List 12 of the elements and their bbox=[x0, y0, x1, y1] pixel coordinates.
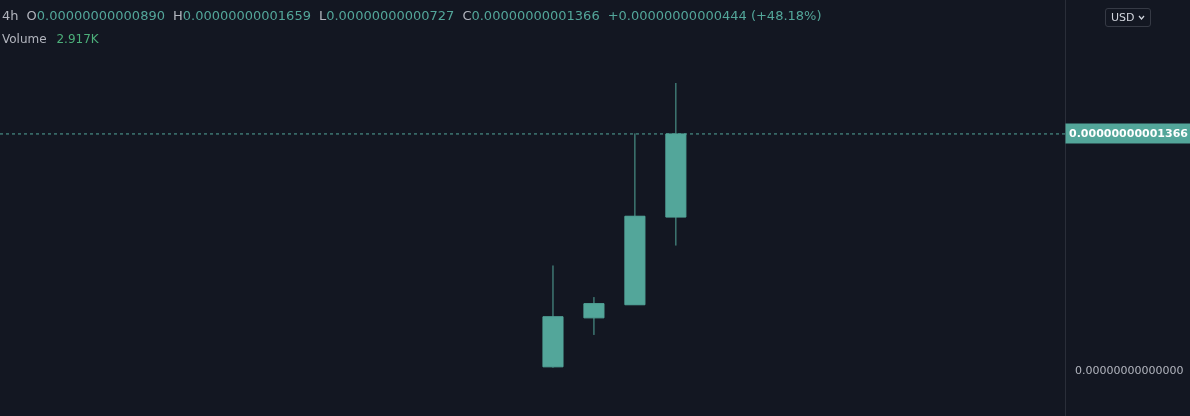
text: H0.00000000001659 bbox=[172, 8, 311, 23]
text: 0.00000000000000 bbox=[1075, 364, 1184, 377]
chart-title: 4h bbox=[2, 8, 19, 23]
text: USD bbox=[1111, 11, 1135, 24]
text: O0.00000000000890 bbox=[26, 8, 165, 23]
candlestick bbox=[583, 296, 605, 336]
text: C0.00000000001366 bbox=[462, 8, 600, 23]
text: Volume 2.917K bbox=[2, 32, 99, 46]
text: +0.00000000000444 (+48.18%) bbox=[607, 8, 822, 23]
text: L0.00000000000727 bbox=[318, 8, 455, 23]
candlestick bbox=[542, 264, 564, 369]
text: 0.00000000001366 bbox=[1069, 127, 1189, 140]
